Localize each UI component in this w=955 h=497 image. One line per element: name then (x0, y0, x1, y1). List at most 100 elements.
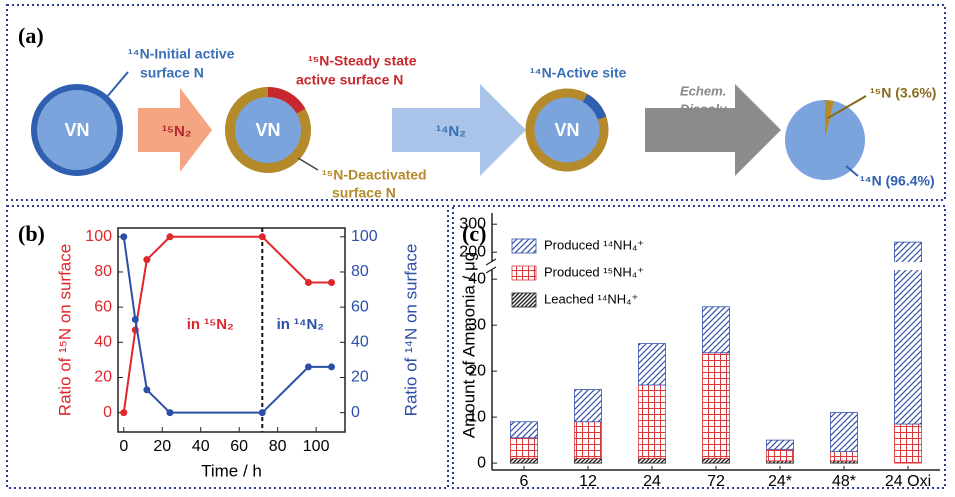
bar-segment (702, 306, 730, 354)
data-point (120, 409, 128, 417)
vn-label: VN (554, 120, 579, 140)
annotation: in ¹⁴N₂ (277, 316, 324, 333)
y-tick-label: 300 (459, 215, 486, 232)
pointer (827, 95, 867, 119)
x-tick-label: 80 (269, 438, 287, 455)
pointer (845, 165, 859, 177)
bar-segment (638, 343, 666, 386)
bar-segment (510, 458, 538, 464)
y-tick-label: 0 (477, 454, 486, 471)
arrow (645, 84, 781, 176)
y-tick-label: 20 (94, 369, 112, 386)
x-tick-label: 48* (832, 473, 856, 490)
y-tick-label: 40 (94, 334, 112, 351)
y-tick-label: 0 (103, 404, 112, 421)
bar-segment (894, 241, 922, 425)
vn-particle (525, 88, 609, 172)
panel-b-border (6, 205, 449, 489)
legend-swatch (511, 292, 537, 308)
y2-tick-label: 20 (351, 369, 369, 386)
legend-swatch (511, 238, 537, 254)
y2-tick-label: 80 (351, 263, 369, 280)
pie-wedge (825, 100, 834, 140)
y2-axis-label: Ratio of ¹⁴N on surface (401, 244, 420, 417)
vn-label: VN (64, 120, 89, 140)
legend-swatch (511, 265, 537, 281)
x-axis-label: Time / h (201, 461, 262, 480)
annotation: ¹⁴N-Initial active (128, 46, 235, 62)
y-tick-label: 10 (468, 408, 486, 425)
data-point (328, 279, 336, 287)
data-point (143, 386, 151, 394)
axis-break (486, 262, 940, 270)
annotation: ¹⁵N-Deactivated (322, 167, 427, 183)
bar-segment (702, 352, 730, 459)
annotation: ¹⁴N-Active site (530, 65, 627, 81)
data-point (166, 409, 174, 417)
break-mark (485, 258, 497, 274)
y-axis-label: Amount of Ammonia / μg (459, 252, 478, 439)
annotation: active surface N (296, 72, 403, 88)
annotation: surface N (332, 185, 396, 201)
arrow-label: Echem. (680, 83, 726, 98)
bar-segment (766, 448, 794, 462)
bar-segment (574, 421, 602, 459)
annotation: ¹⁵N-Steady state (308, 53, 417, 69)
y-tick-label: 200 (459, 243, 486, 260)
x-tick-label: 100 (303, 438, 330, 455)
panel-label: (c) (462, 221, 486, 246)
x-tick-label: 20 (153, 438, 171, 455)
data-point (258, 409, 266, 417)
y-tick-label: 60 (94, 298, 112, 315)
pointer (297, 157, 319, 171)
y2-tick-label: 40 (351, 334, 369, 351)
vn-label: VN (255, 120, 280, 140)
bar-segment (830, 451, 858, 462)
x-tick-label: 24* (768, 473, 792, 490)
bar-segment (702, 458, 730, 464)
bar-segment (766, 439, 794, 450)
legend-label: Produced ¹⁵NH₄⁺ (544, 264, 644, 279)
data-point (304, 279, 312, 287)
bar-segment (574, 389, 602, 423)
data-point (304, 363, 312, 371)
y-tick-label: 40 (468, 270, 486, 287)
data-point (328, 363, 336, 371)
y2-tick-label: 60 (351, 298, 369, 315)
panel-a-border (6, 4, 946, 201)
x-tick-label: 60 (230, 438, 248, 455)
active-arc (582, 94, 607, 120)
active-arc (267, 86, 306, 114)
panel-label: (b) (18, 221, 45, 246)
legend-label: Produced ¹⁴NH₄⁺ (544, 237, 644, 252)
pie-wedge (785, 100, 866, 180)
data-point (131, 315, 139, 323)
data-point (258, 233, 266, 241)
x-tick-label: 24 (643, 473, 661, 490)
bar-segment (894, 423, 922, 464)
bar-segment (510, 421, 538, 439)
y-tick-label: 80 (94, 263, 112, 280)
bar-segment (574, 458, 602, 464)
bar-segment (638, 458, 666, 464)
y2-tick-label: 0 (351, 404, 360, 421)
arrow (138, 88, 212, 172)
arrow-label: ¹⁵N₂ (162, 123, 192, 140)
x-tick-label: 72 (707, 473, 725, 490)
y-axis-label: Ratio of ¹⁵N on surface (55, 244, 74, 416)
x-tick-label: 24 Oxi (885, 473, 931, 490)
bar-segment (510, 437, 538, 459)
pie-label: ¹⁴N (96.4%) (860, 173, 935, 189)
plot-frame (117, 227, 346, 433)
annotation: surface N (140, 65, 204, 81)
x-tick-label: 40 (192, 438, 210, 455)
pie (785, 100, 866, 180)
vn-particle (31, 84, 123, 176)
x-tick-label: 12 (579, 473, 597, 490)
pie-label: ¹⁵N (3.6%) (870, 85, 936, 101)
data-point (120, 233, 128, 241)
x-tick-label: 0 (119, 438, 128, 455)
bar-segment (638, 384, 666, 459)
y2-tick-label: 100 (351, 228, 378, 245)
